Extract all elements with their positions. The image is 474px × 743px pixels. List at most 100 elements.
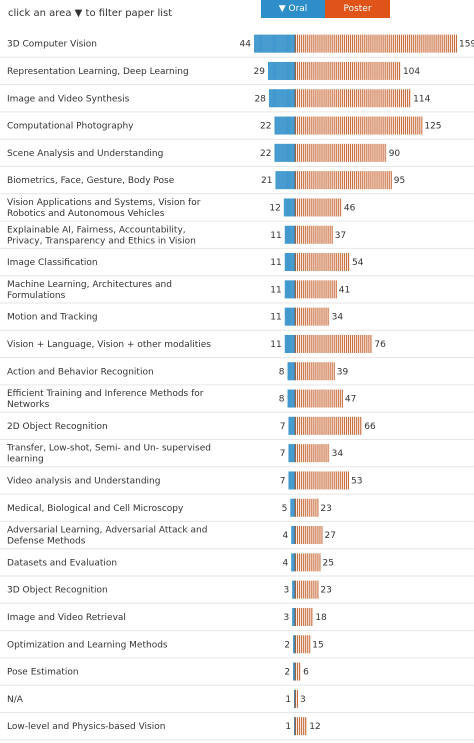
poster-count-label: 23 (320, 504, 331, 514)
poster-count-label: 66 (364, 422, 376, 432)
poster-count-label: 34 (332, 313, 344, 323)
category-label: Pose Estimation (7, 668, 79, 678)
chart-row[interactable]: Efficient Training and Inference Methods… (0, 389, 474, 413)
oral-bar[interactable] (293, 635, 295, 654)
oral-count-label: 5 (282, 504, 288, 514)
chart-row[interactable]: Image Classification 11 54 (0, 253, 474, 277)
oral-bar[interactable] (291, 526, 295, 545)
chart-row[interactable]: Vision + Language, Vision + other modali… (0, 334, 474, 359)
poster-bar[interactable] (295, 61, 401, 80)
poster-toggle-label: Poster (343, 4, 372, 14)
poster-count-label: 125 (424, 122, 441, 132)
category-label: Action and Behavior Recognition (7, 367, 154, 377)
poster-count-label: 15 (312, 640, 323, 650)
chart-row[interactable]: Adversarial Learning, Adversarial Attack… (0, 526, 474, 550)
chart-row[interactable]: N/A 1 3 (0, 689, 474, 713)
poster-bar[interactable] (295, 362, 335, 381)
oral-count-label: 44 (240, 40, 252, 50)
oral-count-label: 22 (260, 149, 271, 159)
chart-row[interactable]: Transfer, Low-shot, Semi- and Un- superv… (0, 444, 474, 468)
poster-bar[interactable] (295, 34, 457, 53)
category-label: Optimization and Learning Methods (7, 640, 168, 650)
poster-count-label: 6 (303, 668, 309, 678)
poster-count-label: 104 (403, 67, 420, 77)
category-label: Low-level and Physics-based Vision (7, 722, 165, 732)
poster-count-label: 39 (337, 367, 349, 377)
category-label: Biometrics, Face, Gesture, Body Pose (7, 176, 175, 186)
oral-count-label: 1 (285, 695, 291, 705)
chart-row[interactable]: Image and Video Synthesis 28 114 (0, 89, 474, 113)
poster-bar[interactable] (295, 580, 319, 599)
oral-bar[interactable] (287, 362, 295, 381)
poster-bar[interactable] (295, 717, 308, 736)
chart-row[interactable]: Biometrics, Face, Gesture, Body Pose 21 95 (0, 171, 474, 195)
chart-row[interactable]: Pose Estimation 2 6 (0, 662, 474, 686)
chart-row[interactable]: Low-level and Physics-based Vision 1 12 (0, 717, 474, 741)
oral-count-label: 11 (270, 258, 281, 268)
poster-bar[interactable] (295, 498, 319, 517)
chart-row[interactable]: Action and Behavior Recognition 8 39 (0, 362, 474, 386)
oral-bar[interactable] (254, 34, 295, 53)
poster-count-label: 90 (389, 149, 401, 159)
chart-row[interactable]: Vision Applications and Systems, Vision … (0, 198, 474, 222)
category-label: 3D Computer Vision (7, 40, 97, 50)
category-label: Adversarial Learning, Adversarial Attack… (7, 526, 207, 547)
poster-bar[interactable] (295, 689, 299, 708)
oral-bar[interactable] (268, 89, 295, 108)
oral-count-label: 3 (283, 613, 289, 623)
category-label: Machine Learning, Architectures and Formu… (7, 280, 172, 301)
area-bar-chart: 3D Computer Vision 44 159 Representation Le… (0, 34, 474, 741)
chart-row[interactable]: Datasets and Evaluation 4 25 (0, 553, 474, 577)
chart-row[interactable]: Explainable AI, Fairness, Accountability… (0, 225, 474, 249)
oral-toggle-button[interactable]: ▼ Oral (261, 0, 325, 18)
chart-row[interactable]: 3D Computer Vision 44 159 (0, 34, 474, 58)
poster-bar[interactable] (295, 635, 311, 654)
chart-row[interactable]: Optimization and Learning Methods 2 15 (0, 635, 474, 659)
oral-bar[interactable] (291, 553, 295, 572)
oral-count-label: 12 (269, 203, 280, 213)
oral-count-label: 11 (270, 340, 281, 350)
oral-count-label: 2 (284, 640, 290, 650)
poster-bar[interactable] (295, 171, 392, 190)
category-label: Image Classification (7, 258, 98, 268)
poster-toggle-button[interactable]: Poster (325, 0, 390, 18)
oral-count-label: 8 (279, 367, 285, 377)
oral-count-label: 2 (284, 668, 290, 678)
poster-count-label: 3 (300, 695, 306, 705)
poster-bar[interactable] (295, 334, 373, 353)
chart-row[interactable]: Video analysis and Understanding 7 53 (0, 471, 474, 495)
poster-bar[interactable] (295, 526, 323, 545)
category-label: Efficient Training and Inference Methods… (7, 389, 204, 410)
chart-row[interactable]: Image and Video Retrieval 3 18 (0, 607, 474, 632)
poster-count-label: 25 (322, 558, 333, 568)
oral-count-label: 11 (270, 285, 281, 295)
poster-bar[interactable] (295, 662, 302, 681)
poster-count-label: 34 (332, 449, 344, 459)
chart-row[interactable]: Scene Analysis and Understanding 22 90 (0, 143, 474, 167)
category-label: Transfer, Low-shot, Semi- and Un- superv… (6, 444, 211, 465)
chart-row[interactable]: Medical, Biological and Cell Microscopy 5… (0, 498, 474, 522)
chart-row[interactable]: Machine Learning, Architectures and Formu… (0, 280, 474, 304)
chart-row[interactable]: Motion and Tracking 11 34 (0, 307, 474, 331)
filter-hint-tail: to filter paper list (85, 8, 173, 19)
category-label: Representation Learning, Deep Learning (7, 67, 189, 77)
poster-count-label: 12 (309, 722, 320, 732)
poster-count-label: 95 (394, 176, 405, 186)
oral-count-label: 7 (280, 422, 286, 432)
oral-bar[interactable] (287, 389, 295, 408)
category-label: N/A (7, 695, 24, 705)
poster-count-label: 159 (459, 40, 474, 50)
chart-row[interactable]: 2D Object Recognition 7 66 (0, 416, 474, 440)
oral-bar[interactable] (283, 198, 295, 217)
oral-bar[interactable] (293, 662, 295, 681)
poster-bar[interactable] (295, 389, 343, 408)
filter-hint: click an area ▼ to filter paper list (8, 8, 172, 19)
poster-count-label: 41 (339, 285, 350, 295)
poster-count-label: 47 (345, 395, 356, 405)
oral-count-label: 1 (285, 722, 291, 732)
chart-row[interactable]: 3D Object Recognition 3 23 (0, 580, 474, 604)
chart-row[interactable]: Representation Learning, Deep Learning 29… (0, 61, 474, 86)
oral-count-label: 3 (283, 586, 289, 596)
chart-row[interactable]: Computational Photography 22 125 (0, 116, 474, 140)
category-label: Computational Photography (7, 122, 134, 132)
